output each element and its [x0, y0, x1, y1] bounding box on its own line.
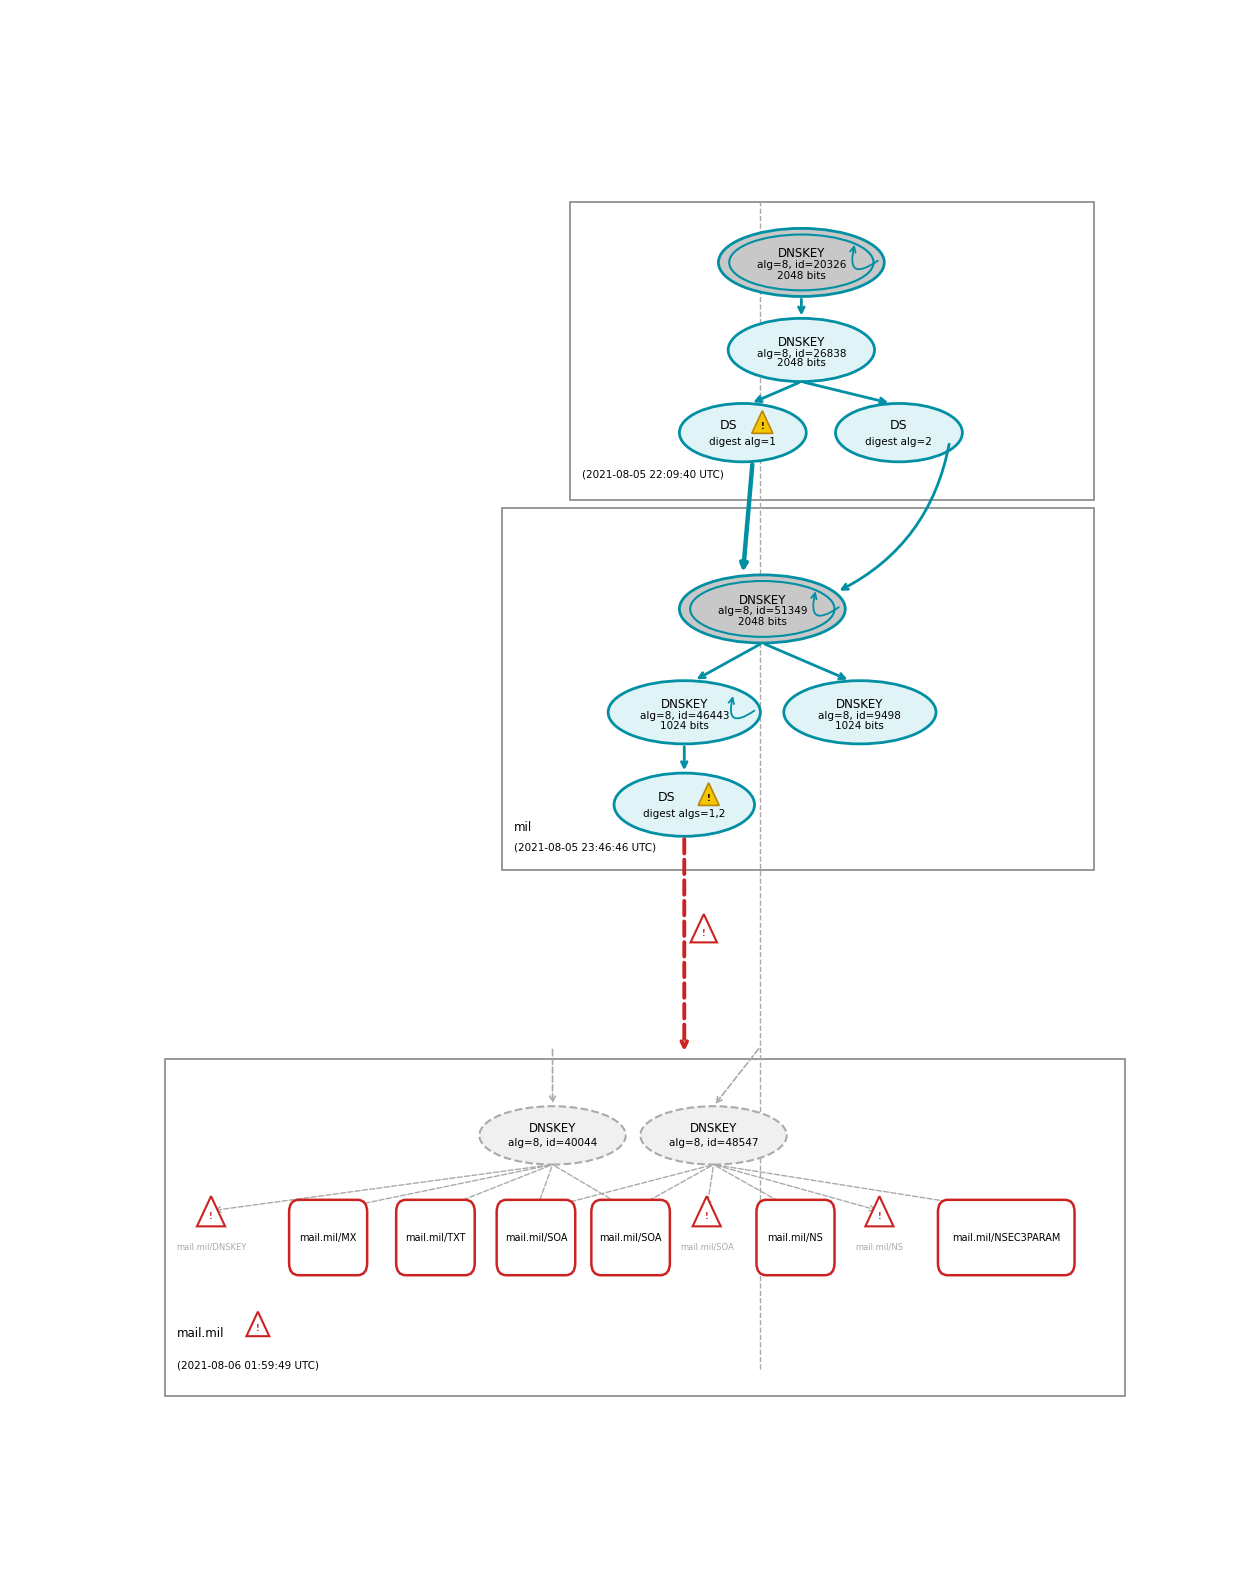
Polygon shape: [752, 411, 773, 433]
Text: mail.mil/DNSKEY: mail.mil/DNSKEY: [176, 1243, 247, 1252]
Text: mail.mil/SOA: mail.mil/SOA: [505, 1233, 568, 1243]
Text: !: !: [760, 422, 764, 431]
Text: !: !: [705, 1213, 709, 1221]
Ellipse shape: [729, 235, 874, 291]
Text: mail.mil/NSEC3PARAM: mail.mil/NSEC3PARAM: [952, 1233, 1060, 1243]
Polygon shape: [196, 1197, 225, 1227]
Text: DNSKEY: DNSKEY: [690, 1121, 738, 1135]
Ellipse shape: [680, 575, 845, 643]
Polygon shape: [699, 783, 719, 805]
Text: 2048 bits: 2048 bits: [777, 358, 826, 368]
Text: (2021-08-05 22:09:40 UTC): (2021-08-05 22:09:40 UTC): [582, 469, 724, 480]
Text: !: !: [703, 928, 705, 938]
Bar: [165, 1060, 1126, 1396]
Polygon shape: [691, 914, 716, 943]
Text: mail.mil/MX: mail.mil/MX: [300, 1233, 356, 1243]
Bar: [502, 508, 1094, 870]
Text: mail.mil/SOA: mail.mil/SOA: [599, 1233, 662, 1243]
FancyBboxPatch shape: [290, 1200, 368, 1276]
Text: alg=8, id=51349: alg=8, id=51349: [718, 606, 807, 616]
Ellipse shape: [680, 404, 806, 461]
Ellipse shape: [480, 1107, 626, 1165]
Text: alg=8, id=26838: alg=8, id=26838: [757, 349, 846, 358]
Text: DNSKEY: DNSKEY: [661, 698, 708, 712]
Text: 1024 bits: 1024 bits: [660, 720, 709, 731]
Text: (2021-08-06 01:59:49 UTC): (2021-08-06 01:59:49 UTC): [176, 1361, 319, 1371]
FancyBboxPatch shape: [938, 1200, 1075, 1276]
Ellipse shape: [719, 229, 884, 297]
FancyBboxPatch shape: [497, 1200, 575, 1276]
Text: DS: DS: [890, 418, 908, 431]
Text: DNSKEY: DNSKEY: [778, 336, 825, 349]
Text: 2048 bits: 2048 bits: [777, 272, 826, 281]
Ellipse shape: [836, 404, 962, 461]
Text: 1024 bits: 1024 bits: [836, 720, 884, 731]
Text: !: !: [256, 1323, 259, 1333]
Ellipse shape: [784, 681, 935, 744]
Text: digest algs=1,2: digest algs=1,2: [643, 810, 725, 820]
Polygon shape: [692, 1197, 720, 1227]
Ellipse shape: [728, 319, 875, 382]
Polygon shape: [247, 1312, 269, 1336]
FancyBboxPatch shape: [397, 1200, 475, 1276]
Text: digest alg=1: digest alg=1: [709, 437, 777, 447]
Text: !: !: [878, 1213, 881, 1221]
Text: digest alg=2: digest alg=2: [865, 437, 933, 447]
Ellipse shape: [690, 581, 835, 636]
Bar: [570, 202, 1094, 499]
Text: DS: DS: [658, 791, 676, 804]
Text: DNSKEY: DNSKEY: [529, 1121, 577, 1135]
Text: DNSKEY: DNSKEY: [778, 248, 825, 261]
Text: 2048 bits: 2048 bits: [738, 617, 787, 627]
Ellipse shape: [608, 681, 760, 744]
Text: !: !: [706, 794, 710, 802]
Text: mil: mil: [514, 821, 531, 834]
Text: alg=8, id=40044: alg=8, id=40044: [507, 1138, 597, 1148]
FancyBboxPatch shape: [592, 1200, 670, 1276]
Text: mail.mil/NS: mail.mil/NS: [768, 1233, 823, 1243]
Text: alg=8, id=46443: alg=8, id=46443: [640, 711, 729, 722]
Text: !: !: [209, 1213, 213, 1221]
Text: alg=8, id=48547: alg=8, id=48547: [669, 1138, 758, 1148]
Text: mail.mil/SOA: mail.mil/SOA: [680, 1243, 734, 1252]
Text: mail.mil/NS: mail.mil/NS: [855, 1243, 904, 1252]
Text: DNSKEY: DNSKEY: [739, 594, 786, 606]
Polygon shape: [865, 1197, 894, 1227]
Text: mail.mil: mail.mil: [176, 1328, 224, 1341]
Ellipse shape: [641, 1107, 787, 1165]
Text: alg=8, id=20326: alg=8, id=20326: [757, 261, 846, 270]
Text: DNSKEY: DNSKEY: [836, 698, 884, 712]
Text: DS: DS: [719, 418, 737, 431]
Text: mail.mil/TXT: mail.mil/TXT: [405, 1233, 466, 1243]
Ellipse shape: [614, 774, 754, 837]
Text: (2021-08-05 23:46:46 UTC): (2021-08-05 23:46:46 UTC): [514, 843, 656, 853]
Text: alg=8, id=9498: alg=8, id=9498: [818, 711, 901, 722]
FancyBboxPatch shape: [757, 1200, 835, 1276]
